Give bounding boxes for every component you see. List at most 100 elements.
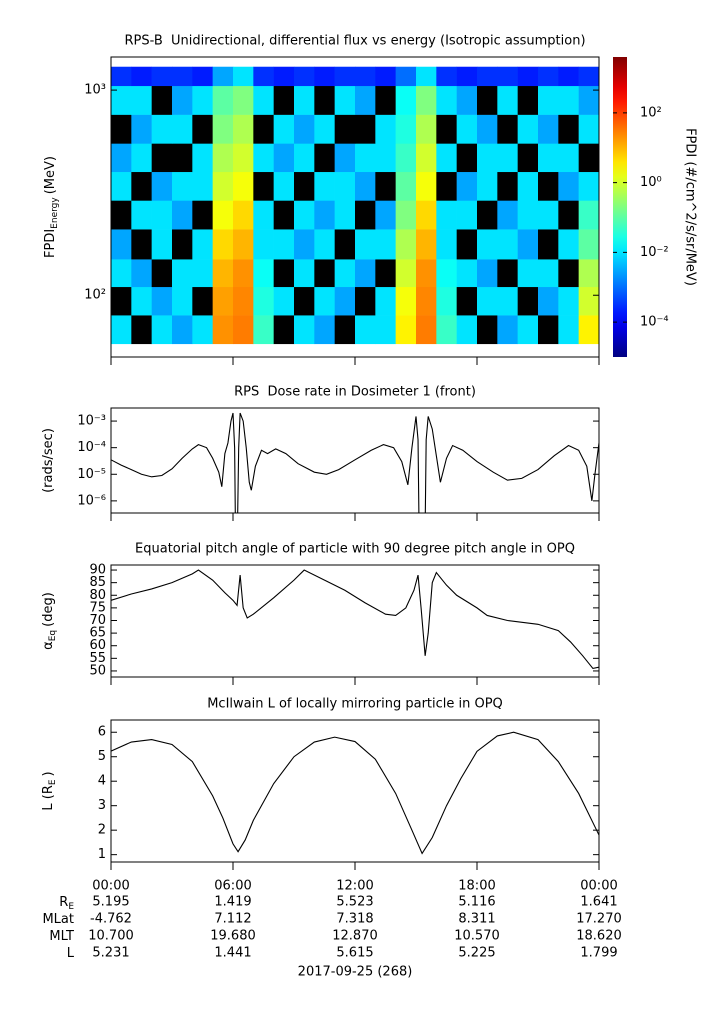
empty-cell [456,286,478,316]
empty-cell [172,229,193,260]
heatmap-cell [273,143,295,173]
empty-cell [294,171,315,201]
heatmap-cell [517,66,539,87]
heatmap-cell [578,315,599,345]
heatmap-cell [334,66,356,87]
heatmap-cell [233,200,254,230]
heatmap-cell [416,114,437,144]
colorbar-tick-label: 10² [640,105,662,120]
heatmap-cell [172,286,193,316]
empty-cell [111,200,132,230]
empty-cell [172,143,193,173]
y-tick-label: 10² [84,288,106,303]
label-subscript: Energy [50,197,60,229]
heatmap-cell [212,171,234,201]
heatmap-cell [517,114,539,144]
heatmap-cell [558,143,579,173]
empty-cell [131,229,152,260]
heatmap-cell [416,315,437,345]
data-line [111,569,599,670]
heatmap-cell [355,315,376,345]
empty-cell [477,315,498,345]
heatmap-cell [497,143,518,173]
heatmap-cell [416,143,437,173]
heatmap-cell [212,315,234,345]
empty-cell [517,286,539,316]
empty-cell [517,85,539,115]
empty-cell [334,114,356,144]
ephemeris-value: 12.870 [332,929,378,944]
heatmap-cell [477,171,498,201]
empty-cell [151,85,173,115]
heatmap-cell [314,200,335,230]
ephemeris-value: 1.799 [580,946,617,961]
empty-cell [375,259,396,288]
empty-cell [151,143,173,173]
empty-cell [151,259,173,288]
heatmap-cell [477,66,498,87]
heatmap-cell [578,229,599,260]
heatmap-cell [395,114,417,144]
heatmap-cell [578,114,599,144]
heatmap-cell [314,315,335,345]
heatmap-cell [192,171,213,201]
heatmap-cell [111,143,132,173]
label-subscript: Eq [48,630,58,641]
heatmap-cell [131,259,152,288]
empty-cell [314,85,335,115]
x-tick-label: 12:00 [336,879,373,894]
y-tick-label: 55 [89,651,106,666]
heatmap-cell [416,171,437,201]
ephemeris-value: 1.641 [580,895,617,910]
heatmap-cell [192,85,213,115]
heatmap-cell [477,143,498,173]
label-text: L (R [41,785,56,810]
x-axis-label: 2017-09-25 (268) [298,965,413,980]
ephemeris-value: 5.195 [92,895,129,910]
heatmap-cell [395,315,417,345]
heatmap-cell [578,66,599,87]
heatmap-cell [253,143,274,173]
heatmap-cell [436,200,457,230]
heatmap-cell [395,229,417,260]
row-label-subscript: E [68,902,74,912]
heatmap-cell [212,200,234,230]
empty-cell [192,200,213,230]
empty-cell [131,315,152,345]
heatmap-cell [253,85,274,115]
heatmap-cell [375,114,396,144]
y-tick-label: 80 [89,588,106,603]
heatmap-cell [456,200,478,230]
row-label: MLT [49,929,74,944]
x-tick-label: 00:00 [580,879,617,894]
heatmap-cell [111,229,132,260]
heatmap-cell [233,85,254,115]
colorbar-tick-label: 10⁰ [640,175,662,190]
heatmap-cell [131,286,152,316]
heatmap-cell [172,315,193,345]
row-label: RE [59,895,74,912]
heatmap-cell [253,200,274,230]
empty-cell [538,171,559,201]
empty-cell [477,200,498,230]
heatmap-cell [375,315,396,345]
ephemeris-value: 10.570 [454,929,500,944]
empty-cell [375,85,396,115]
heatmap-cell [151,315,173,345]
label-text: (rads/sec) [41,428,56,493]
label-unit: ) [41,771,56,776]
chart-title: RPS Dose rate in Dosimeter 1 (front) [234,385,476,400]
empty-cell [111,286,132,316]
heatmap-cell [538,85,559,115]
heatmap-cell [192,259,213,288]
empty-cell [314,143,335,173]
heatmap-cell [334,200,356,230]
ephemeris-value: 5.116 [458,895,495,910]
x-tick-label: 18:00 [458,879,495,894]
heatmap-cell [395,66,417,87]
heatmap-cell [395,143,417,173]
empty-cell [538,315,559,345]
empty-cell [436,114,457,144]
empty-cell [456,143,478,173]
y-tick-label: 50 [89,663,106,678]
